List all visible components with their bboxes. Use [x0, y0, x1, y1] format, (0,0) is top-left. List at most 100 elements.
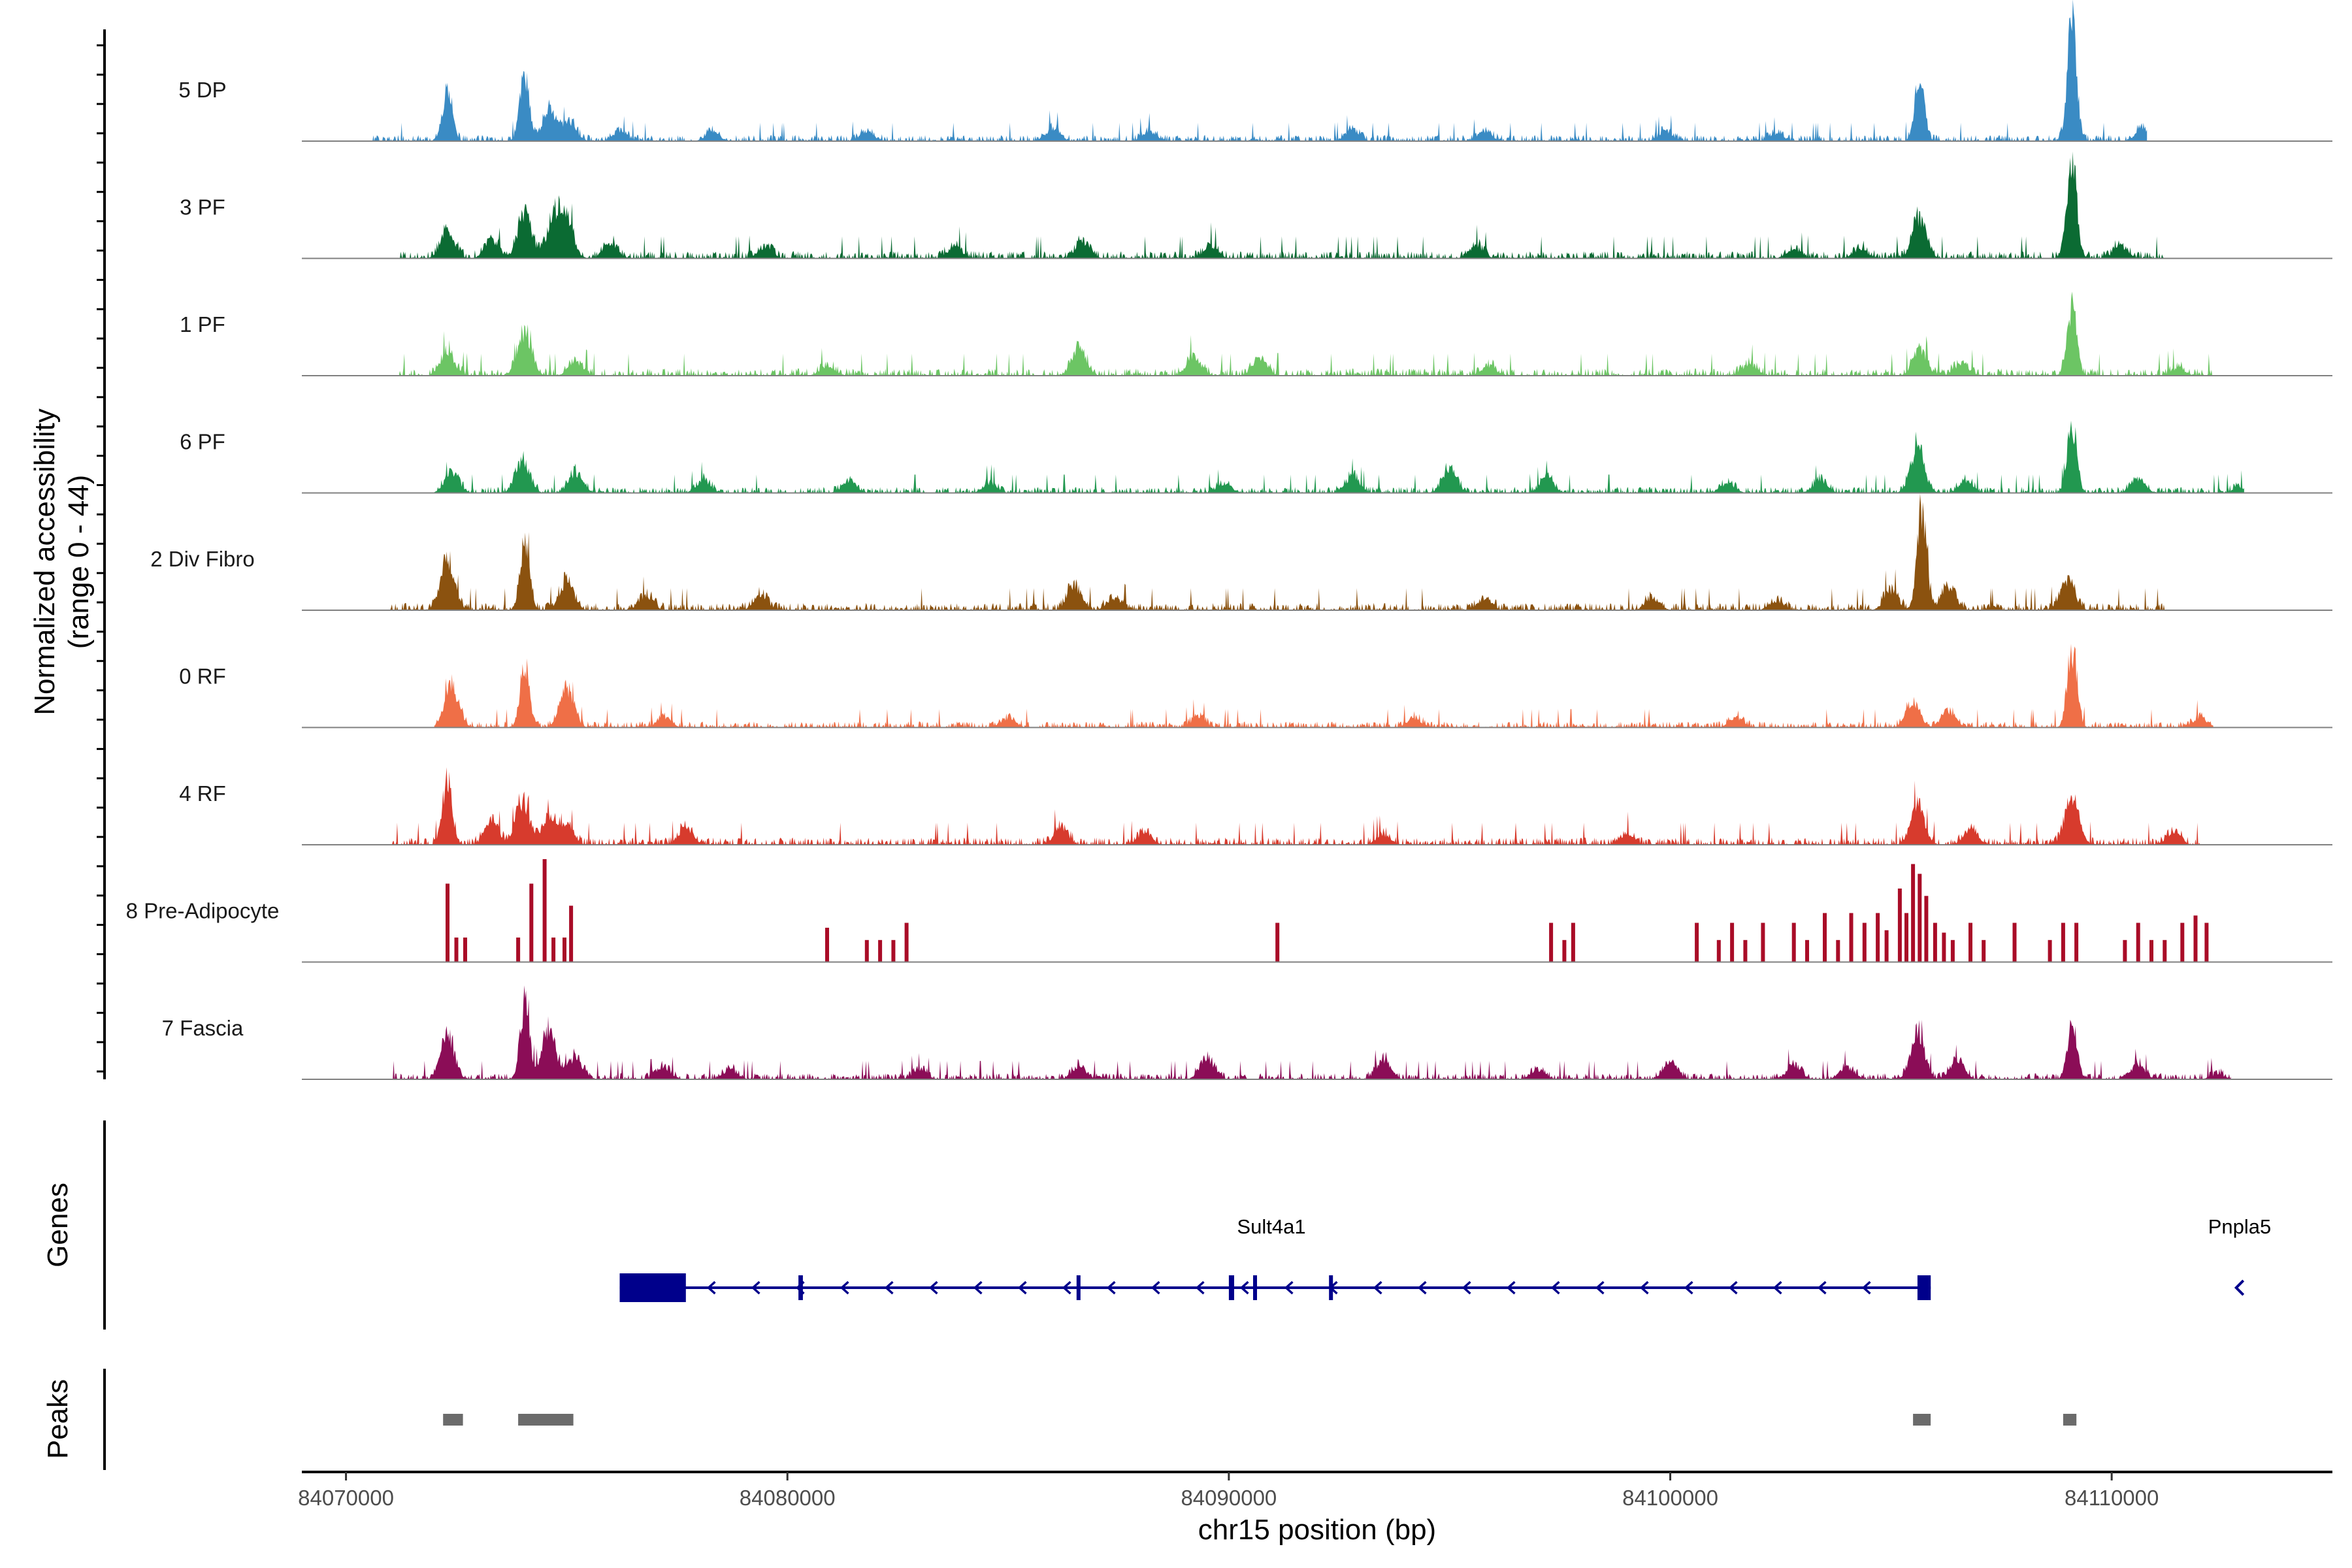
coverage-bar	[2204, 923, 2209, 962]
track-label: 5 DP	[178, 78, 226, 102]
track-6-pf: 6 PF	[180, 420, 2332, 494]
x-tick-label: 84090000	[1181, 1486, 1277, 1510]
coverage-area	[390, 767, 2200, 845]
coverage-bar	[1968, 923, 1972, 962]
peak-region	[443, 1414, 463, 1426]
coverage-bar	[1911, 864, 1916, 962]
coverage-bar	[1549, 923, 1554, 962]
strand-arrow	[884, 1281, 894, 1295]
track-8-pre-adipocyte: 8 Pre-Adipocyte	[126, 859, 2332, 963]
strand-arrow	[2234, 1279, 2245, 1296]
coverage-bar	[878, 939, 883, 962]
coverage-bar	[1918, 874, 1922, 962]
track-label: 4 RF	[179, 781, 226, 806]
coverage-bar	[1836, 939, 1840, 962]
coverage-bar	[1730, 923, 1735, 962]
strand-arrow	[1151, 1281, 1160, 1295]
coverage-bar	[1823, 913, 1827, 962]
coverage-bar	[1716, 939, 1721, 962]
coverage-bar	[1942, 932, 1946, 962]
gene-exon	[1228, 1275, 1234, 1300]
strand-arrow	[1373, 1281, 1382, 1295]
coverage-tracks: 5 DP 3 PF 1 PF 6 PF 2 Div Fibro 0 RF 4 RF 8 Pre…	[126, 0, 2332, 1080]
y-axis-title: Normalized accessibility	[29, 408, 61, 715]
peaks-panel-title: Peaks	[42, 1379, 74, 1459]
coverage-bar	[891, 939, 896, 962]
y-axis	[97, 29, 106, 1079]
strand-arrow	[1417, 1281, 1427, 1295]
coverage-bar	[1904, 913, 1908, 962]
strand-arrow	[1817, 1281, 1827, 1295]
coverage-bar	[1761, 923, 1765, 962]
x-tick-label: 84100000	[1622, 1486, 1718, 1510]
strand-arrow	[973, 1281, 983, 1295]
x-tick-label: 84110000	[2065, 1486, 2159, 1510]
coverage-bar	[2149, 939, 2153, 962]
coverage-bar	[2074, 923, 2079, 962]
coverage-bar	[529, 883, 534, 962]
coverage-bar	[569, 906, 574, 962]
strand-arrow	[928, 1281, 938, 1295]
strand-arrow	[1195, 1281, 1205, 1295]
strand-arrow	[1595, 1281, 1605, 1295]
strand-arrow	[1106, 1281, 1116, 1295]
y-axis-range-label: (range 0 - 44)	[63, 475, 95, 649]
coverage-bar	[904, 923, 909, 962]
coverage-bar	[1884, 930, 1889, 962]
coverage-bar	[1876, 913, 1880, 962]
coverage-bar	[864, 939, 869, 962]
peak-regions	[443, 1414, 2077, 1426]
coverage-bar	[1849, 913, 1854, 962]
track-label: 2 Div Fibro	[150, 547, 255, 571]
gene-exon	[619, 1273, 686, 1302]
coverage-bar	[563, 938, 566, 962]
coverage-bar	[2123, 939, 2127, 962]
coverage-bar	[542, 859, 547, 962]
x-axis-ticks: 84070000 84080000 84090000 84100000 84110000	[298, 1472, 2159, 1510]
coverage-bar	[1743, 939, 1748, 962]
x-tick-label: 84080000	[740, 1486, 836, 1510]
coverage-bar	[1897, 889, 1902, 962]
gene-name: Sult4a1	[1237, 1215, 1305, 1238]
gene-exon	[1917, 1275, 1931, 1300]
coverage-bar	[1571, 923, 1575, 962]
coverage-bar	[2048, 939, 2052, 962]
strand-arrow	[840, 1281, 849, 1295]
coverage-bar	[1562, 939, 1567, 962]
coverage-bar	[454, 938, 459, 962]
track-label: 1 PF	[180, 312, 225, 336]
x-tick-label: 84070000	[298, 1486, 394, 1510]
strand-arrow	[1017, 1281, 1027, 1295]
track-0-rf: 0 RF	[179, 644, 2332, 728]
gene-exon	[1253, 1275, 1257, 1300]
track-7-fascia: 7 Fascia	[162, 985, 2332, 1080]
coverage-bar	[1695, 923, 1699, 962]
track-2-div-fibro: 2 Div Fibro	[150, 493, 2332, 611]
coverage-area	[434, 420, 2244, 493]
coverage-bar	[2163, 939, 2167, 962]
peak-region	[2063, 1414, 2077, 1426]
coverage-area	[372, 0, 2148, 141]
coverage-bar	[2193, 915, 2198, 962]
strand-arrow	[1506, 1281, 1516, 1295]
coverage-bar	[1275, 923, 1280, 962]
coverage-bar	[1950, 939, 1955, 962]
x-axis-title: chr15 position (bp)	[1198, 1514, 1436, 1546]
coverage-bar	[825, 928, 829, 962]
coverage-bar	[2012, 923, 2017, 962]
strand-arrow	[1239, 1281, 1249, 1295]
coverage-area	[390, 985, 2231, 1079]
strand-arrow	[1062, 1281, 1071, 1295]
coverage-bar	[2136, 923, 2140, 962]
coverage-bar	[551, 938, 556, 962]
gene-pnpla5: Pnpla5	[2208, 1215, 2271, 1296]
coverage-bar	[1805, 939, 1809, 962]
strand-arrow	[1728, 1281, 1738, 1295]
strand-arrow	[1639, 1281, 1649, 1295]
track-label: 6 PF	[180, 430, 225, 454]
track-label: 7 Fascia	[162, 1016, 244, 1040]
strand-arrow	[1284, 1281, 1294, 1295]
gene-annotations: Sult4a1 Pnpla5	[619, 1215, 2271, 1302]
track-label: 3 PF	[180, 195, 225, 220]
